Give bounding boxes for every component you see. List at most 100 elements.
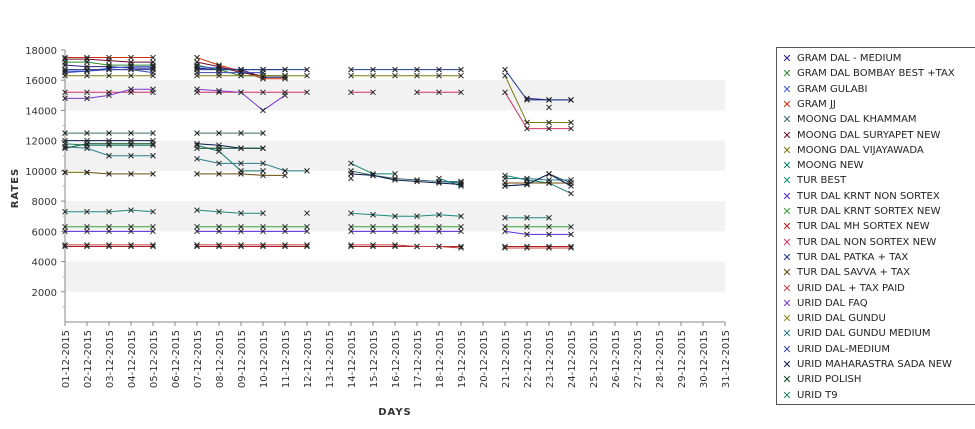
data-point	[216, 242, 222, 248]
legend-item: ✕ URID DAL FAQ	[777, 296, 868, 311]
data-point	[458, 213, 464, 220]
data-point	[524, 181, 530, 188]
chart-legend: ✕ GRAM DAL - MEDIUM ✕ GRAM DAL BOMBAY BEST …	[776, 47, 975, 405]
data-point	[62, 137, 68, 144]
data-point	[128, 171, 134, 177]
data-point	[304, 66, 310, 73]
data-point	[546, 214, 552, 221]
data-point	[392, 228, 398, 235]
data-point	[436, 72, 442, 79]
data-point	[370, 72, 376, 79]
data-point	[436, 66, 442, 73]
legend-label: TUR DAL KRNT NON SORTEX	[797, 190, 940, 202]
x-axis-ticks: 01-12-2015 02-12-2015 03-12-2015 04-12-2015…	[61, 322, 732, 388]
legend-label: GRAM JJ	[797, 98, 836, 110]
data-point	[150, 242, 156, 248]
x-tick-label: 09-12-2015	[237, 330, 248, 388]
legend-label: GRAM DAL BOMBAY BEST +TAX	[797, 68, 955, 80]
legend-label: URID DAL FAQ	[797, 297, 868, 309]
data-point	[106, 140, 112, 147]
legend-item: ✕ TUR DAL SAVVA + TAX	[777, 265, 910, 280]
data-point	[194, 54, 200, 61]
data-point	[458, 245, 464, 251]
data-point	[62, 228, 68, 235]
data-point	[436, 243, 442, 250]
data-point	[150, 152, 156, 159]
legend-label: TUR DAL SAVVA + TAX	[797, 267, 911, 279]
x-tick-label: 24-12-2015	[567, 330, 578, 388]
x-tick-label: 29-12-2015	[677, 330, 688, 388]
data-point	[194, 145, 200, 152]
x-tick-label: 12-12-2015	[303, 330, 314, 388]
series-19	[62, 66, 266, 76]
data-point	[128, 72, 134, 79]
data-point	[392, 213, 398, 220]
data-point	[304, 228, 310, 235]
legend-item: ✕ TUR DAL PATKA + TAX	[777, 250, 908, 265]
data-point	[370, 66, 376, 73]
data-point	[524, 245, 530, 251]
data-point	[260, 172, 266, 179]
data-point	[436, 89, 442, 96]
data-point	[128, 152, 134, 159]
data-point	[194, 223, 200, 230]
series-line	[351, 244, 462, 249]
x-tick-label: 22-12-2015	[523, 330, 534, 388]
legend-item: ✕ TUR DAL KRNT NON SORTEX	[777, 189, 940, 204]
legend-marker-icon: ✕	[782, 358, 792, 371]
data-point	[84, 72, 90, 79]
data-point	[436, 180, 442, 186]
legend-marker-icon: ✕	[782, 143, 792, 157]
data-point	[106, 92, 112, 99]
series-15	[62, 242, 574, 251]
legend-item: ✕ MOONG DAL SURYAPET NEW	[777, 128, 940, 143]
legend-marker-icon: ✕	[782, 174, 792, 188]
series-16	[62, 86, 288, 114]
data-point	[238, 89, 244, 96]
data-point	[128, 130, 134, 136]
legend-marker-icon: ✕	[782, 312, 792, 326]
data-point	[370, 228, 376, 235]
y-axis-ticks: 2000 4000 6000 8000 10000 12000 14000 16000 1800…	[25, 46, 65, 308]
series-line	[504, 173, 572, 187]
series-3	[62, 54, 288, 82]
series-line	[504, 92, 571, 130]
legend-label: GRAM DAL - MEDIUM	[797, 53, 902, 64]
x-tick-label: 05-12-2015	[149, 330, 160, 388]
data-point	[524, 231, 530, 238]
data-point	[304, 223, 310, 230]
data-point	[216, 160, 222, 167]
data-point	[106, 57, 112, 64]
data-point	[238, 69, 244, 76]
data-point	[62, 242, 68, 248]
data-point	[62, 56, 68, 62]
data-point	[524, 214, 530, 221]
data-point	[568, 223, 574, 230]
data-point	[370, 223, 376, 230]
data-point	[194, 130, 200, 136]
data-point	[128, 66, 134, 73]
y-tick-label: 16000	[25, 76, 57, 87]
legend-marker-icon: ✕	[782, 296, 792, 310]
data-point	[194, 228, 200, 235]
data-point	[502, 228, 508, 235]
data-point	[260, 69, 266, 76]
series-9	[62, 228, 574, 238]
legend-label: URID DAL + TAX PAID	[797, 282, 905, 294]
data-point	[238, 228, 244, 235]
series-line	[196, 158, 307, 172]
legend-marker-icon: ✕	[782, 342, 792, 356]
x-tick-label: 11-12-2015	[281, 330, 292, 388]
data-point	[348, 72, 354, 79]
data-point	[128, 140, 134, 147]
data-point	[414, 243, 420, 250]
y-tick-label: 2000	[32, 288, 57, 299]
series-line	[350, 173, 462, 185]
grid-bands	[65, 80, 725, 292]
legend-item: ✕ GRAM GULABI	[777, 82, 867, 97]
data-point	[238, 210, 244, 217]
series-6	[62, 72, 574, 126]
data-point	[414, 72, 420, 79]
legend-label: MOONG NEW	[797, 160, 864, 172]
legend-marker-icon: ✕	[782, 82, 792, 96]
